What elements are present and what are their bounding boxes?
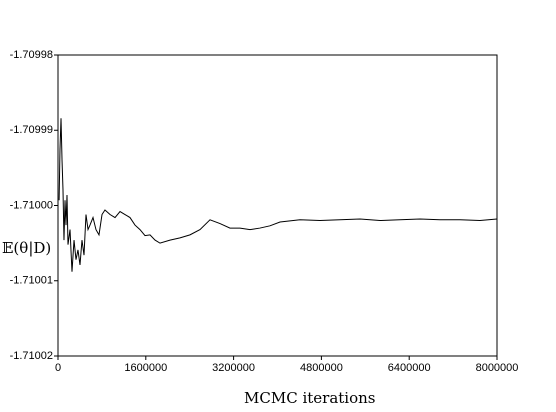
x-tick-label: 0 [55, 362, 61, 374]
y-tick-label: -1.71002 [10, 350, 53, 362]
x-tick-label: 1600000 [124, 362, 167, 374]
y-tick-label: -1.70998 [10, 49, 53, 61]
y-tick-label: -1.70999 [10, 124, 53, 136]
x-tick-label: 4800000 [300, 362, 343, 374]
x-tick-label: 6400000 [388, 362, 431, 374]
line-series [58, 118, 498, 272]
x-tick-label: 3200000 [212, 362, 255, 374]
x-axis-title: MCMC iterations [244, 389, 375, 407]
x-tick-label: 8000000 [476, 362, 519, 374]
y-tick-label: -1.71001 [10, 275, 53, 287]
plot-frame [57, 54, 498, 357]
y-tick-label: -1.71000 [10, 199, 53, 211]
y-axis-title: 𝔼(θ|D) [2, 239, 51, 257]
